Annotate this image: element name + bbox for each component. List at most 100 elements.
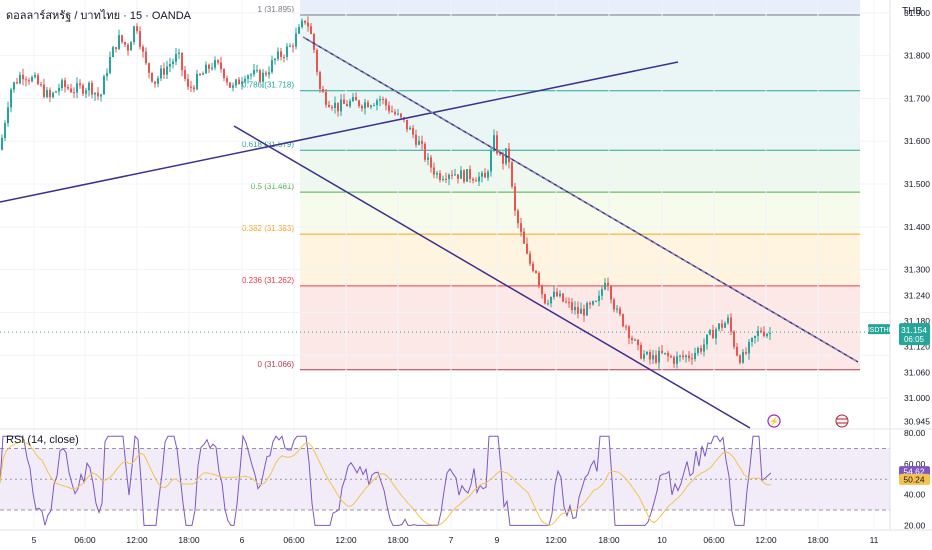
candle-body bbox=[538, 272, 540, 286]
time-tick-label: 7 bbox=[449, 535, 454, 545]
candle-body bbox=[445, 178, 447, 180]
candle-body bbox=[649, 351, 651, 360]
candle-body bbox=[334, 102, 336, 109]
candle-body bbox=[448, 174, 450, 179]
price-tick-label: 30.945 bbox=[904, 417, 930, 427]
currency-button[interactable]: THB bbox=[902, 6, 922, 17]
candle-body bbox=[199, 73, 201, 75]
candle-body bbox=[391, 111, 393, 113]
candle-body bbox=[313, 33, 315, 51]
candle-body bbox=[271, 60, 273, 73]
symbol-badge bbox=[868, 324, 890, 335]
candle-body bbox=[661, 350, 663, 353]
candle-body bbox=[595, 301, 597, 303]
candle-body bbox=[22, 74, 24, 80]
candle-body bbox=[292, 45, 294, 47]
candle-body bbox=[325, 92, 327, 105]
candle-body bbox=[352, 96, 354, 102]
candle-body bbox=[523, 231, 525, 244]
candle-body bbox=[364, 102, 366, 109]
candle-body bbox=[349, 101, 351, 107]
fibonacci-retracement[interactable]: 1 (31.895) 0.786 (31.718) 0.618 (31.579) 0.… bbox=[242, 5, 860, 371]
candle-body bbox=[592, 301, 594, 305]
fib-level-label: 0.382 (31.383) bbox=[242, 224, 294, 233]
candle-body bbox=[373, 105, 375, 107]
candle-body bbox=[259, 70, 261, 82]
candle-body bbox=[151, 72, 153, 82]
candle-body bbox=[52, 92, 54, 98]
candle-body bbox=[19, 74, 21, 84]
candle-body bbox=[142, 46, 144, 52]
price-tick-label: 31.240 bbox=[904, 290, 930, 300]
candle-body bbox=[406, 119, 408, 130]
candle-body bbox=[133, 26, 135, 43]
candle-body bbox=[589, 303, 591, 305]
candle-body bbox=[295, 33, 297, 47]
candle-body bbox=[211, 67, 213, 69]
symbol-badge-label: USDTHB bbox=[865, 327, 894, 334]
candle-body bbox=[394, 111, 396, 115]
candle-body bbox=[637, 339, 639, 345]
time-tick-label: 11 bbox=[870, 535, 879, 545]
candle-body bbox=[433, 167, 435, 175]
candle-body bbox=[541, 285, 543, 295]
candle-body bbox=[124, 42, 126, 45]
candlestick-series bbox=[1, 16, 771, 369]
candle-body bbox=[673, 357, 675, 364]
candle-body bbox=[283, 56, 285, 58]
trend-channel[interactable]: ⚡ bbox=[0, 36, 859, 429]
candle-body bbox=[76, 83, 78, 93]
candle-body bbox=[190, 86, 192, 88]
candle-body bbox=[547, 303, 549, 305]
candle-body bbox=[154, 81, 156, 84]
candle-body bbox=[385, 99, 387, 106]
candle-body bbox=[526, 243, 528, 254]
candle-body bbox=[757, 330, 759, 336]
candle-body bbox=[232, 85, 234, 88]
candle-body bbox=[355, 96, 357, 101]
candle-body bbox=[64, 80, 66, 88]
candle-body bbox=[361, 105, 363, 109]
candle-body bbox=[622, 314, 624, 327]
candle-body bbox=[559, 293, 561, 297]
candle-body bbox=[712, 330, 714, 339]
price-tick-label: 31.900 bbox=[904, 8, 930, 18]
candle-body bbox=[628, 326, 630, 339]
candle-body bbox=[691, 358, 693, 360]
candle-body bbox=[670, 356, 672, 358]
candle-body bbox=[562, 293, 564, 302]
candle-body bbox=[370, 105, 372, 108]
candle-body bbox=[139, 31, 141, 47]
candle-body bbox=[745, 352, 747, 354]
candle-body bbox=[610, 286, 612, 300]
candle-body bbox=[55, 91, 57, 93]
price-tick-label: 31.700 bbox=[904, 93, 930, 103]
candle-body bbox=[310, 26, 312, 34]
time-tick-label: 18:00 bbox=[598, 535, 620, 545]
candle-body bbox=[709, 330, 711, 335]
candle-body bbox=[535, 270, 537, 273]
candle-body bbox=[598, 295, 600, 302]
candle-body bbox=[409, 127, 411, 130]
price-tick-label: 31.060 bbox=[904, 367, 930, 377]
candle-body bbox=[238, 79, 240, 85]
candle-body bbox=[4, 123, 6, 138]
candle-body bbox=[205, 64, 207, 74]
candle-body bbox=[337, 102, 339, 112]
rsi-panel[interactable] bbox=[0, 434, 890, 526]
candle-body bbox=[181, 52, 183, 71]
candle-body bbox=[277, 51, 279, 59]
candle-body bbox=[460, 170, 462, 179]
candle-body bbox=[556, 291, 558, 297]
candle-body bbox=[550, 296, 552, 304]
candle-body bbox=[85, 90, 87, 94]
candle-body bbox=[379, 98, 381, 101]
candle-body bbox=[262, 72, 264, 82]
candle-body bbox=[571, 302, 573, 311]
candle-body bbox=[70, 88, 72, 93]
candle-body bbox=[586, 303, 588, 316]
candle-body bbox=[97, 92, 99, 97]
fib-band bbox=[300, 150, 860, 193]
